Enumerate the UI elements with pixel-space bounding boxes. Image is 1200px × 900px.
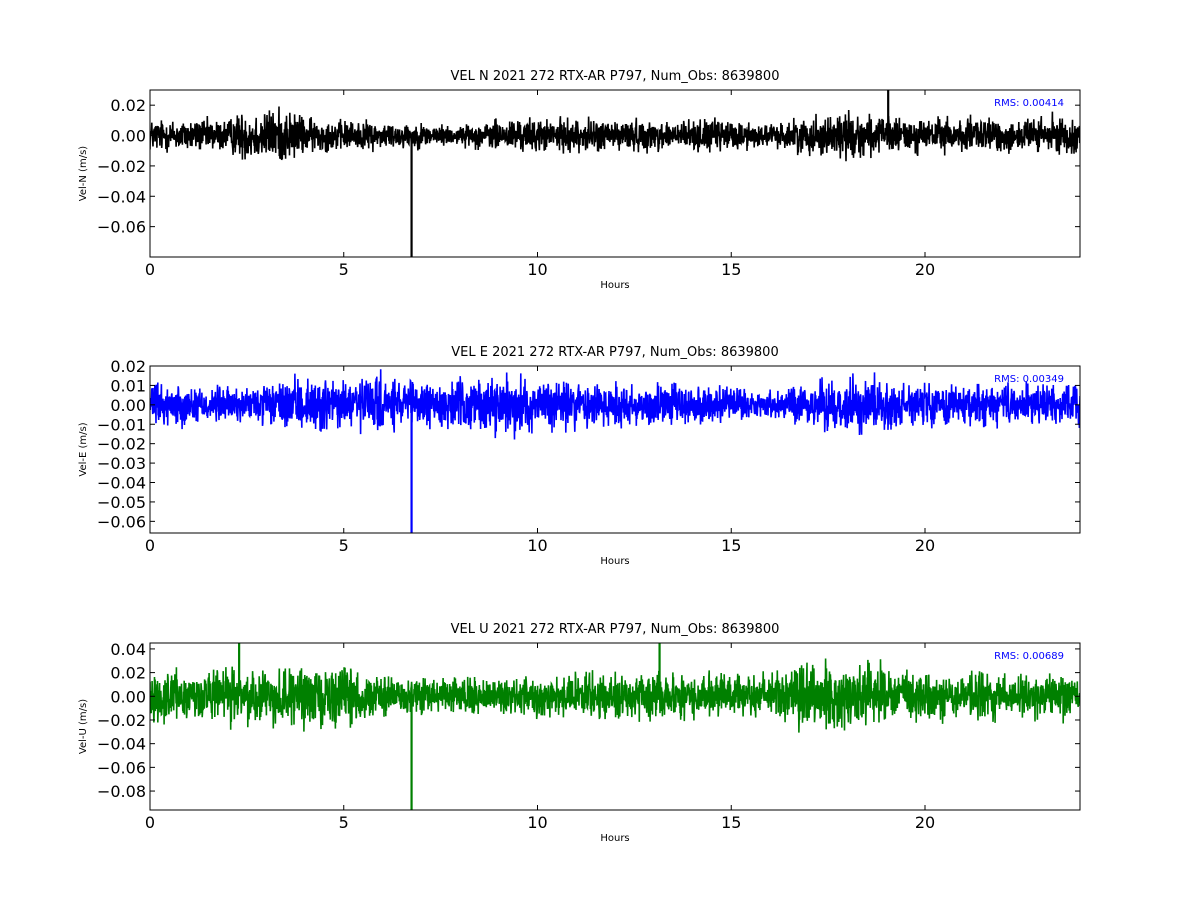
x-tick-label: 5 (339, 260, 349, 279)
y-axis-label: Vel-E (m/s) (78, 422, 89, 476)
y-tick-label: 0.00 (110, 687, 146, 706)
panel-east: VEL E 2021 272 RTX-AR P797, Num_Obs: 863… (78, 345, 1081, 567)
y-tick-label: −0.04 (97, 474, 146, 493)
x-tick-label: 20 (915, 260, 935, 279)
y-tick-label: −0.06 (97, 512, 146, 531)
x-tick-label: 15 (721, 536, 741, 555)
x-axis-label: Hours (600, 833, 629, 844)
chart-title: VEL N 2021 272 RTX-AR P797, Num_Obs: 863… (451, 69, 780, 84)
series-line (150, 369, 1080, 440)
y-tick-label: −0.05 (97, 493, 146, 512)
y-tick-label: −0.08 (97, 782, 146, 801)
x-tick-label: 0 (145, 536, 155, 555)
rms-annotation: RMS: 0.00414 (994, 98, 1064, 109)
y-tick-label: −0.06 (97, 758, 146, 777)
x-tick-label: 15 (721, 813, 741, 832)
y-tick-label: 0.00 (110, 396, 146, 415)
x-axis-label: Hours (600, 280, 629, 291)
y-axis-label: Vel-N (m/s) (78, 146, 89, 201)
y-tick-label: −0.04 (97, 735, 146, 754)
y-tick-label: −0.02 (97, 435, 146, 454)
x-tick-label: 15 (721, 260, 741, 279)
x-tick-label: 5 (339, 813, 349, 832)
chart-title: VEL U 2021 272 RTX-AR P797, Num_Obs: 863… (451, 622, 780, 637)
y-tick-label: −0.04 (97, 187, 146, 206)
x-tick-label: 0 (145, 260, 155, 279)
rms-annotation: RMS: 0.00689 (994, 651, 1064, 662)
y-tick-label: 0.04 (110, 640, 146, 659)
y-tick-label: 0.02 (110, 96, 146, 115)
x-tick-label: 20 (915, 813, 935, 832)
panel-north: VEL N 2021 272 RTX-AR P797, Num_Obs: 863… (78, 69, 1081, 291)
y-tick-label: −0.03 (97, 454, 146, 473)
y-tick-label: −0.01 (97, 415, 146, 434)
y-tick-label: 0.02 (110, 664, 146, 683)
rms-annotation: RMS: 0.00349 (994, 374, 1064, 385)
axes-frame (149, 89, 1081, 258)
panel-up: VEL U 2021 272 RTX-AR P797, Num_Obs: 863… (78, 622, 1081, 844)
axes-frame (149, 365, 1081, 534)
x-tick-label: 0 (145, 813, 155, 832)
x-tick-label: 10 (527, 536, 547, 555)
axes-frame (149, 642, 1081, 811)
y-tick-label: 0.00 (110, 127, 146, 146)
series-line (150, 658, 1080, 733)
chart-title: VEL E 2021 272 RTX-AR P797, Num_Obs: 863… (451, 345, 778, 360)
series-line (150, 106, 1080, 162)
y-tick-label: −0.06 (97, 218, 146, 237)
x-tick-label: 10 (527, 260, 547, 279)
y-axis-label: Vel-U (m/s) (78, 699, 89, 754)
y-tick-label: −0.02 (97, 711, 146, 730)
x-tick-label: 10 (527, 813, 547, 832)
x-tick-label: 5 (339, 536, 349, 555)
x-axis-label: Hours (600, 556, 629, 567)
x-tick-label: 20 (915, 536, 935, 555)
y-tick-label: −0.02 (97, 157, 146, 176)
y-tick-label: 0.01 (110, 376, 146, 395)
y-tick-label: 0.02 (110, 357, 146, 376)
